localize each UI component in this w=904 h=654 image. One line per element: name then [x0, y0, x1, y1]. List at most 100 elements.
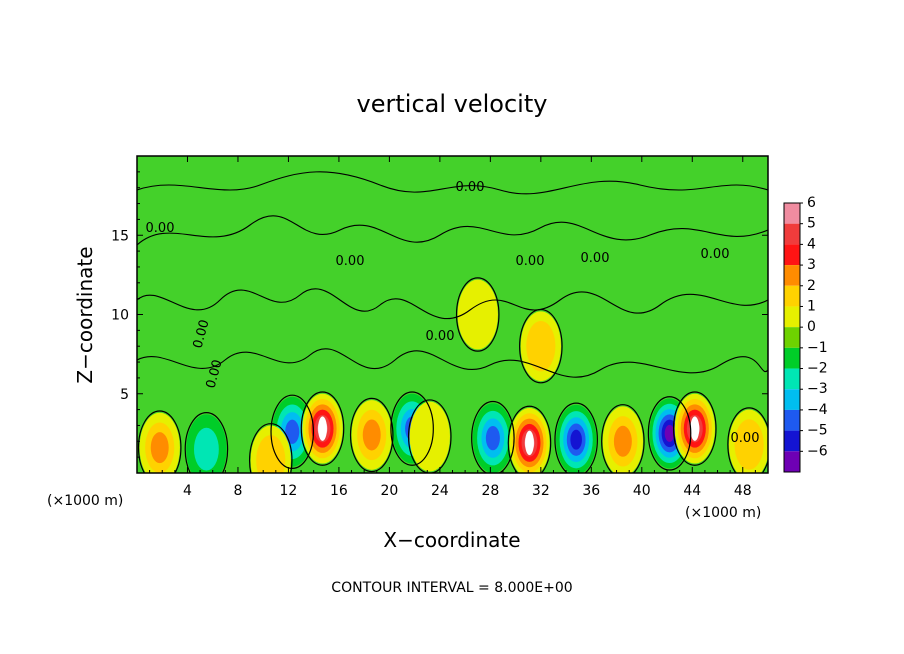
zero-contour-line-1	[137, 215, 768, 246]
colorbar-swatch-2	[784, 285, 800, 307]
updraft-cell-3-level-3	[362, 419, 381, 451]
colorbar-label--4: −4	[807, 402, 828, 418]
downdraft-cell-1-level-4	[285, 419, 300, 444]
downdraft-cell-0	[186, 414, 227, 473]
colorbar-label--5: −5	[807, 423, 828, 439]
x-tick-label-44: 44	[683, 483, 701, 499]
downdraft-cell-3-level-4	[485, 426, 500, 451]
updraft-cell-5	[457, 279, 498, 350]
colorbar-swatch--4	[784, 409, 800, 431]
colorbar-swatch-4	[784, 244, 800, 266]
x-tick-label-20: 20	[380, 483, 398, 499]
downdraft-cell-4-level-5	[570, 429, 582, 450]
chart-title: vertical velocity	[357, 90, 548, 118]
updraft-cell-8-contour	[601, 404, 645, 473]
colorbar-label-6: 6	[807, 195, 816, 211]
updraft-cell-4	[409, 401, 450, 472]
downdraft-cell-5-level-6	[664, 424, 675, 442]
updraft-cell-2-core	[318, 416, 327, 441]
contour-label-3: 0.00	[336, 254, 365, 269]
x-tick-label-48: 48	[734, 483, 752, 499]
contour-label-0: 0.00	[146, 221, 175, 236]
colorbar-label--1: −1	[807, 340, 828, 356]
x-tick-label-12: 12	[280, 483, 298, 499]
colorbar-swatch-3	[784, 265, 800, 286]
colorbar-swatch-1	[784, 306, 800, 328]
downdraft-cell-2-contour	[390, 391, 434, 466]
downdraft-cell-1-contour	[270, 394, 315, 470]
updraft-cell-7-level-3	[531, 330, 550, 362]
contour-label-1: 0.00	[456, 180, 485, 195]
x-tick-label-36: 36	[582, 483, 600, 499]
downdraft-cell-0-contour	[184, 412, 229, 473]
downdraft-cell-4-contour	[554, 402, 598, 473]
downdraft-cell-1	[272, 396, 313, 467]
updraft-cell-1	[250, 425, 291, 473]
x-tick-label-28: 28	[481, 483, 499, 499]
x-unit-right: (×1000 m)	[685, 505, 761, 521]
x-axis-label: X−coordinate	[383, 528, 520, 552]
colorbar-swatch-0	[784, 327, 800, 348]
x-tick-label-32: 32	[532, 483, 550, 499]
colorbar-swatch--6	[784, 451, 800, 472]
updraft-cell-3	[351, 400, 392, 470]
updraft-cell-2	[302, 393, 343, 464]
updraft-cell-10-contour	[727, 407, 768, 473]
updraft-cell-8-level-3	[613, 425, 632, 457]
colorbar: 6 5 4 3 2 1 0 −1 −2 −3 −4 −5 −6	[783, 195, 828, 473]
updraft-cell-3-contour	[349, 397, 394, 473]
colorbar-label-2: 2	[807, 278, 816, 294]
y-tick-label-5: 5	[120, 387, 129, 403]
updraft-cell-10-level-3	[740, 428, 759, 460]
downdraft-cell-0-level-2	[193, 427, 219, 471]
colorbar-label-3: 3	[807, 257, 816, 273]
colorbar-label--3: −3	[807, 381, 828, 397]
updraft-cell-0-level-3	[150, 432, 169, 464]
zero-contours	[137, 171, 768, 473]
updraft-cell-6	[509, 408, 550, 473]
contour-labels: 0.00 0.00 0.00 0.00 0.00 0.00 0.00 0.00 0.00 0.00	[146, 180, 760, 446]
colorbar-label-1: 1	[807, 298, 816, 314]
colorbar-swatch--3	[784, 389, 800, 410]
x-tick-label-4: 4	[183, 483, 192, 499]
y-tick-label-10: 10	[111, 308, 129, 324]
y-axis-ticks: 5 10 15	[111, 171, 768, 458]
updraft-cell-9-contour	[673, 391, 717, 466]
updraft-cell-0-contour	[137, 410, 182, 473]
colorbar-swatch-6	[784, 203, 800, 224]
colorbar-swatch--2	[784, 368, 800, 390]
updraft-cell-5-contour	[455, 277, 500, 352]
downdraft-cell-4	[555, 404, 597, 473]
x-tick-label-24: 24	[431, 483, 449, 499]
colorbar-label--2: −2	[807, 361, 828, 377]
colorbar-label-5: 5	[807, 216, 816, 232]
colorbar-frame	[783, 202, 801, 473]
contour-label-6: 0.00	[581, 251, 610, 266]
updraft-cell-9-core	[690, 416, 700, 441]
x-tick-label-16: 16	[330, 483, 348, 499]
y-axis-label: Z−coordinate	[73, 246, 97, 383]
x-tick-label-8: 8	[233, 483, 242, 499]
zero-contour-line-0	[137, 171, 768, 195]
plot-area	[137, 156, 768, 473]
updraft-cell-4-contour	[407, 399, 452, 473]
updraft-cell-2-contour	[300, 391, 345, 466]
colorbar-swatch-5	[784, 223, 800, 245]
x-axis-ticks: 4 8 12 16 20 24 28 32 36 40 44 48	[149, 156, 756, 499]
updraft-cell-4-level-2	[417, 415, 443, 459]
updraft-cell-5-level-2	[465, 293, 491, 336]
updraft-cell-1-contour	[248, 423, 293, 473]
updraft-cell-1-level-3	[261, 444, 280, 473]
updraft-cell-8	[602, 406, 644, 473]
colorbar-label-4: 4	[807, 236, 816, 252]
contour-label-2: 0.00	[191, 318, 213, 350]
colorbar-swatch--5	[784, 430, 800, 452]
downdraft-cell-5-contour	[647, 396, 692, 471]
contour-interval-note: CONTOUR INTERVAL = 8.000E+00	[331, 580, 572, 596]
contour-label-9: 0.00	[731, 431, 760, 446]
updraft-cell-6-contour	[507, 405, 552, 473]
colorbar-label--6: −6	[807, 443, 828, 459]
x-unit-left: (×1000 m)	[47, 493, 123, 509]
downdraft-cell-3	[472, 403, 514, 473]
